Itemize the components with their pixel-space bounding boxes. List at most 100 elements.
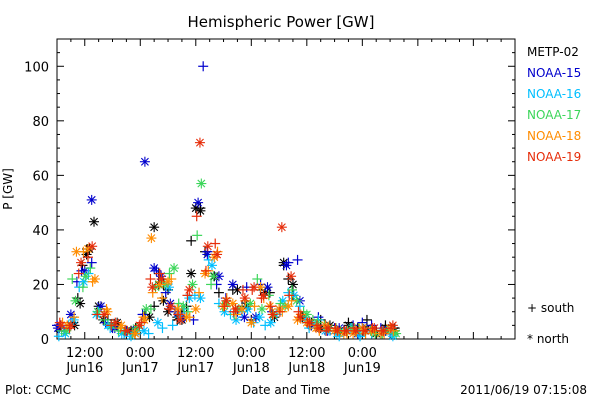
x-tick-label-date: Jun18 — [287, 361, 325, 376]
south-point — [82, 252, 93, 263]
south-point — [355, 331, 366, 342]
north-point — [230, 304, 241, 314]
x-axis-label: Date and Time — [242, 383, 330, 397]
south-point — [237, 284, 248, 295]
north-point — [239, 293, 250, 304]
south-point — [252, 274, 263, 284]
north-point — [194, 137, 205, 148]
north-point — [212, 249, 223, 260]
north-point — [227, 279, 238, 290]
north-point — [175, 314, 186, 325]
marker-legend-entry: * north — [527, 332, 569, 346]
south-point — [265, 301, 276, 312]
south-point — [311, 320, 322, 331]
south-point — [292, 254, 303, 265]
south-point — [73, 268, 84, 279]
north-point — [276, 222, 287, 233]
north-point — [287, 279, 298, 290]
legend-entry: NOAA-16 — [527, 87, 581, 101]
x-tick-label-date: Jun19 — [343, 361, 381, 376]
south-point — [163, 304, 174, 314]
north-point — [186, 268, 197, 279]
south-point — [249, 301, 260, 312]
north-point — [187, 279, 198, 290]
south-point — [143, 328, 154, 339]
south-point — [85, 263, 96, 274]
south-point — [186, 235, 197, 246]
north-point — [139, 156, 150, 167]
north-point — [256, 304, 267, 314]
south-point — [349, 323, 360, 334]
south-point — [284, 290, 295, 301]
x-tick-label-date: Jun16 — [65, 361, 103, 376]
north-point — [122, 325, 133, 336]
south-point — [157, 293, 168, 304]
north-point — [202, 241, 213, 252]
north-point — [265, 317, 276, 328]
north-point — [281, 260, 292, 271]
north-point — [195, 293, 206, 304]
north-point — [56, 320, 67, 331]
north-point — [184, 284, 195, 295]
x-tick-label-time: 0:00 — [126, 346, 155, 361]
south-point — [206, 279, 217, 290]
south-point — [164, 268, 175, 279]
south-point — [198, 61, 209, 72]
south-point — [213, 287, 224, 298]
plot-frame — [56, 38, 516, 340]
south-point — [228, 306, 239, 317]
south-point — [247, 284, 258, 295]
south-point — [157, 323, 168, 334]
south-point — [77, 282, 88, 293]
north-point — [146, 233, 157, 244]
south-point — [160, 287, 171, 298]
y-tick-label: 60 — [32, 169, 49, 184]
north-point — [147, 282, 158, 293]
north-point — [360, 325, 371, 336]
south-point — [69, 312, 80, 323]
north-point — [267, 309, 278, 320]
north-point — [169, 263, 180, 274]
north-point — [99, 309, 110, 320]
legend-entry: METP-02 — [527, 45, 579, 59]
x-tick-label-date: Jun17 — [121, 361, 159, 376]
north-point — [130, 328, 141, 339]
north-point — [138, 325, 149, 336]
y-tick-label: 40 — [32, 224, 49, 239]
series-noaa-15 — [52, 61, 396, 339]
plot-timestamp: 2011/06/19 07:15:08 — [460, 383, 587, 397]
y-axis-label: P [GW] — [1, 168, 15, 210]
south-point — [210, 238, 221, 249]
north-point — [258, 290, 269, 301]
data-points — [52, 61, 402, 342]
south-point — [287, 284, 298, 295]
north-point — [378, 325, 389, 336]
south-point — [54, 317, 65, 328]
x-axis: 12:00Jun160:00Jun1712:00Jun170:00Jun1812… — [56, 39, 516, 376]
north-point — [208, 271, 219, 282]
north-point — [141, 304, 152, 314]
x-tick-label-time: 0:00 — [348, 346, 377, 361]
north-point — [149, 222, 160, 233]
north-point — [80, 271, 91, 282]
north-point — [71, 246, 82, 257]
north-point — [295, 312, 306, 323]
north-point — [254, 312, 265, 323]
south-point — [294, 301, 305, 312]
series-noaa-19 — [54, 137, 398, 336]
north-point — [313, 323, 324, 334]
north-point — [165, 301, 176, 312]
north-point — [196, 178, 207, 189]
south-point — [145, 274, 156, 284]
south-point — [86, 257, 97, 268]
marker-legend: + south * north — [527, 301, 574, 346]
north-point — [190, 304, 201, 314]
south-point — [283, 257, 294, 268]
north-point — [134, 320, 145, 331]
north-point — [149, 263, 160, 274]
x-tick-label-date: Jun17 — [176, 361, 214, 376]
x-tick-label-time: 12:00 — [288, 346, 325, 361]
x-tick-label-date: Jun18 — [232, 361, 270, 376]
legend-entry: NOAA-15 — [527, 66, 581, 80]
